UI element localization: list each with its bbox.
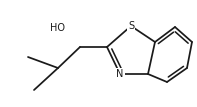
Text: HO: HO [50, 23, 65, 33]
Text: N: N [116, 69, 124, 79]
Text: S: S [128, 21, 134, 31]
